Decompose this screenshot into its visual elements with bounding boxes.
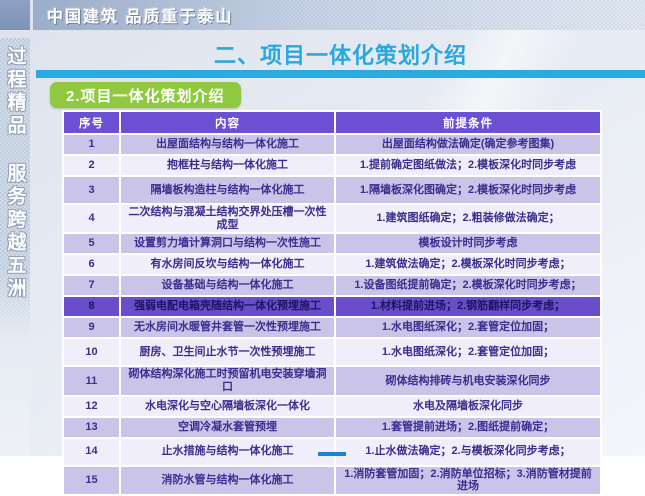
section-badge: 2.项目一体化策划介绍 [50,82,241,108]
header-cell-condition: 前提条件 [336,112,600,133]
bottom-decoration-bar [318,452,346,456]
planning-table-body: 1 出屋面结构与结构一体化施工 出屋面结构做法确定(确定参考图集) 2 抱框柱与… [64,135,600,494]
top-banner: 中国建筑 品质重于泰山 [33,0,645,30]
cell-no: 3 [64,177,119,203]
cell-content: 止水措施与结构一体化施工 [121,438,334,465]
table-row: 15 消防水管与结构一体化施工 1.消防套管加固；2.消防单位招标；3.消防管材… [64,466,600,494]
table-row: 13 空调冷凝水套管预埋 1.套管提前进场；2.图纸提前确定； [64,417,600,437]
cell-no: 11 [64,367,119,395]
cell-no: 12 [64,396,119,416]
cell-no: 10 [64,339,119,366]
cell-condition: 1.消防套管加固；2.消防单位招标；3.消防管材提前进场 [336,466,600,494]
cell-no: 7 [64,276,119,296]
cell-content: 二次结构与混凝土结构交界处压槽一次性成型 [121,205,334,233]
cell-no: 6 [64,255,119,275]
cell-content: 空调冷凝水套管预埋 [121,417,334,437]
cell-condition: 砌体结构排砖与机电安装深化同步 [336,367,600,395]
cell-condition: 出屋面结构做法确定(确定参考图集) [336,135,600,154]
table-row: 11 砌体结构深化施工时预留机电安装穿墙洞口 砌体结构排砖与机电安装深化同步 [64,367,600,395]
cell-content: 水电深化与空心隔墙板深化一体化 [121,396,334,416]
brand-slogan: 中国建筑 品质重于泰山 [47,9,234,26]
cell-content: 消防水管与结构一体化施工 [121,466,334,494]
table-row: 1 出屋面结构与结构一体化施工 出屋面结构做法确定(确定参考图集) [64,135,600,154]
table-row: 3 隔墙板构造柱与结构一体化施工 1.隔墙板深化图确定；2.模板深化时同步考虑 [64,177,600,203]
table-row: 5 设置剪力墙计算洞口与结构一次性施工 模板设计时同步考虑 [64,234,600,254]
table-row: 10 厨房、卫生间止水节一次性预埋施工 1.水电图纸深化；2.套管定位加固； [64,339,600,366]
table-row: 8 强弱电配电箱壳随结构一体化预埋施工 1.材料提前进场；2.钢筋翻样同步考虑； [64,297,600,317]
cell-condition: 1.建筑图纸确定；2.粗装修做法确定； [336,205,600,233]
sidebar-vertical-slogan: 过程精品 服务跨越五洲 [4,46,26,301]
cell-condition: 1.隔墙板深化图确定；2.模板深化时同步考虑 [336,177,600,203]
table-row: 7 设备基础与结构一体化施工 1.设备图纸提前确定；2.模板深化时同步考虑； [64,276,600,296]
table-row: 12 水电深化与空心隔墙板深化一体化 水电及隔墙板深化同步 [64,396,600,416]
cell-content: 厨房、卫生间止水节一次性预埋施工 [121,339,334,366]
cell-content: 隔墙板构造柱与结构一体化施工 [121,177,334,203]
cell-condition: 1.设备图纸提前确定；2.模板深化时同步考虑； [336,276,600,296]
table-row: 4 二次结构与混凝土结构交界处压槽一次性成型 1.建筑图纸确定；2.粗装修做法确… [64,205,600,233]
table-row: 6 有水房间反坎与结构一体化施工 1.建筑做法确定；2.模板深化时同步考虑； [64,255,600,275]
corner-block [0,0,30,30]
cell-content: 无水房间水暖管井套管一次性预埋施工 [121,318,334,338]
cell-condition: 1.水电图纸深化；2.套管定位加固； [336,318,600,338]
cell-no: 13 [64,417,119,437]
table-header-row: 序号 内容 前提条件 [64,112,600,133]
cell-condition: 1.材料提前进场；2.钢筋翻样同步考虑； [336,297,600,317]
cell-no: 9 [64,318,119,338]
cell-content: 抱框柱与结构一体化施工 [121,156,334,175]
left-sidebar: 过程精品 服务跨越五洲 [0,38,30,456]
table-row: 2 抱框柱与结构一体化施工 1.提前确定图纸做法；2.模板深化时同步考虑 [64,156,600,175]
table-row: 9 无水房间水暖管井套管一次性预埋施工 1.水电图纸深化；2.套管定位加固； [64,318,600,338]
cell-content: 有水房间反坎与结构一体化施工 [121,255,334,275]
cell-no: 4 [64,205,119,233]
cell-content: 砌体结构深化施工时预留机电安装穿墙洞口 [121,367,334,395]
cell-condition: 1.止水做法确定；2.与模板深化同步考虑； [336,438,600,465]
cell-no: 1 [64,135,119,154]
cell-no: 5 [64,234,119,254]
cell-condition: 1.提前确定图纸做法；2.模板深化时同步考虑 [336,156,600,175]
cell-content: 设备基础与结构一体化施工 [121,276,334,296]
planning-table: 序号 内容 前提条件 1 出屋面结构与结构一体化施工 出屋面结构做法确定(确定参… [62,110,602,496]
cell-no: 8 [64,297,119,317]
cell-no: 14 [64,438,119,465]
header-cell-content: 内容 [121,112,334,133]
cell-content: 出屋面结构与结构一体化施工 [121,135,334,154]
cell-no: 15 [64,466,119,494]
header-cell-no: 序号 [64,112,119,133]
cell-condition: 1.套管提前进场；2.图纸提前确定； [336,417,600,437]
cell-condition: 水电及隔墙板深化同步 [336,396,600,416]
cell-condition: 模板设计时同步考虑 [336,234,600,254]
accent-divider-bar [36,70,645,78]
cell-content: 强弱电配电箱壳随结构一体化预埋施工 [121,297,334,317]
cell-condition: 1.水电图纸深化；2.套管定位加固； [336,339,600,366]
cell-no: 2 [64,156,119,175]
cell-content: 设置剪力墙计算洞口与结构一次性施工 [121,234,334,254]
page-title: 二、项目一体化策划介绍 [213,43,467,68]
cell-condition: 1.建筑做法确定；2.模板深化时同步考虑； [336,255,600,275]
